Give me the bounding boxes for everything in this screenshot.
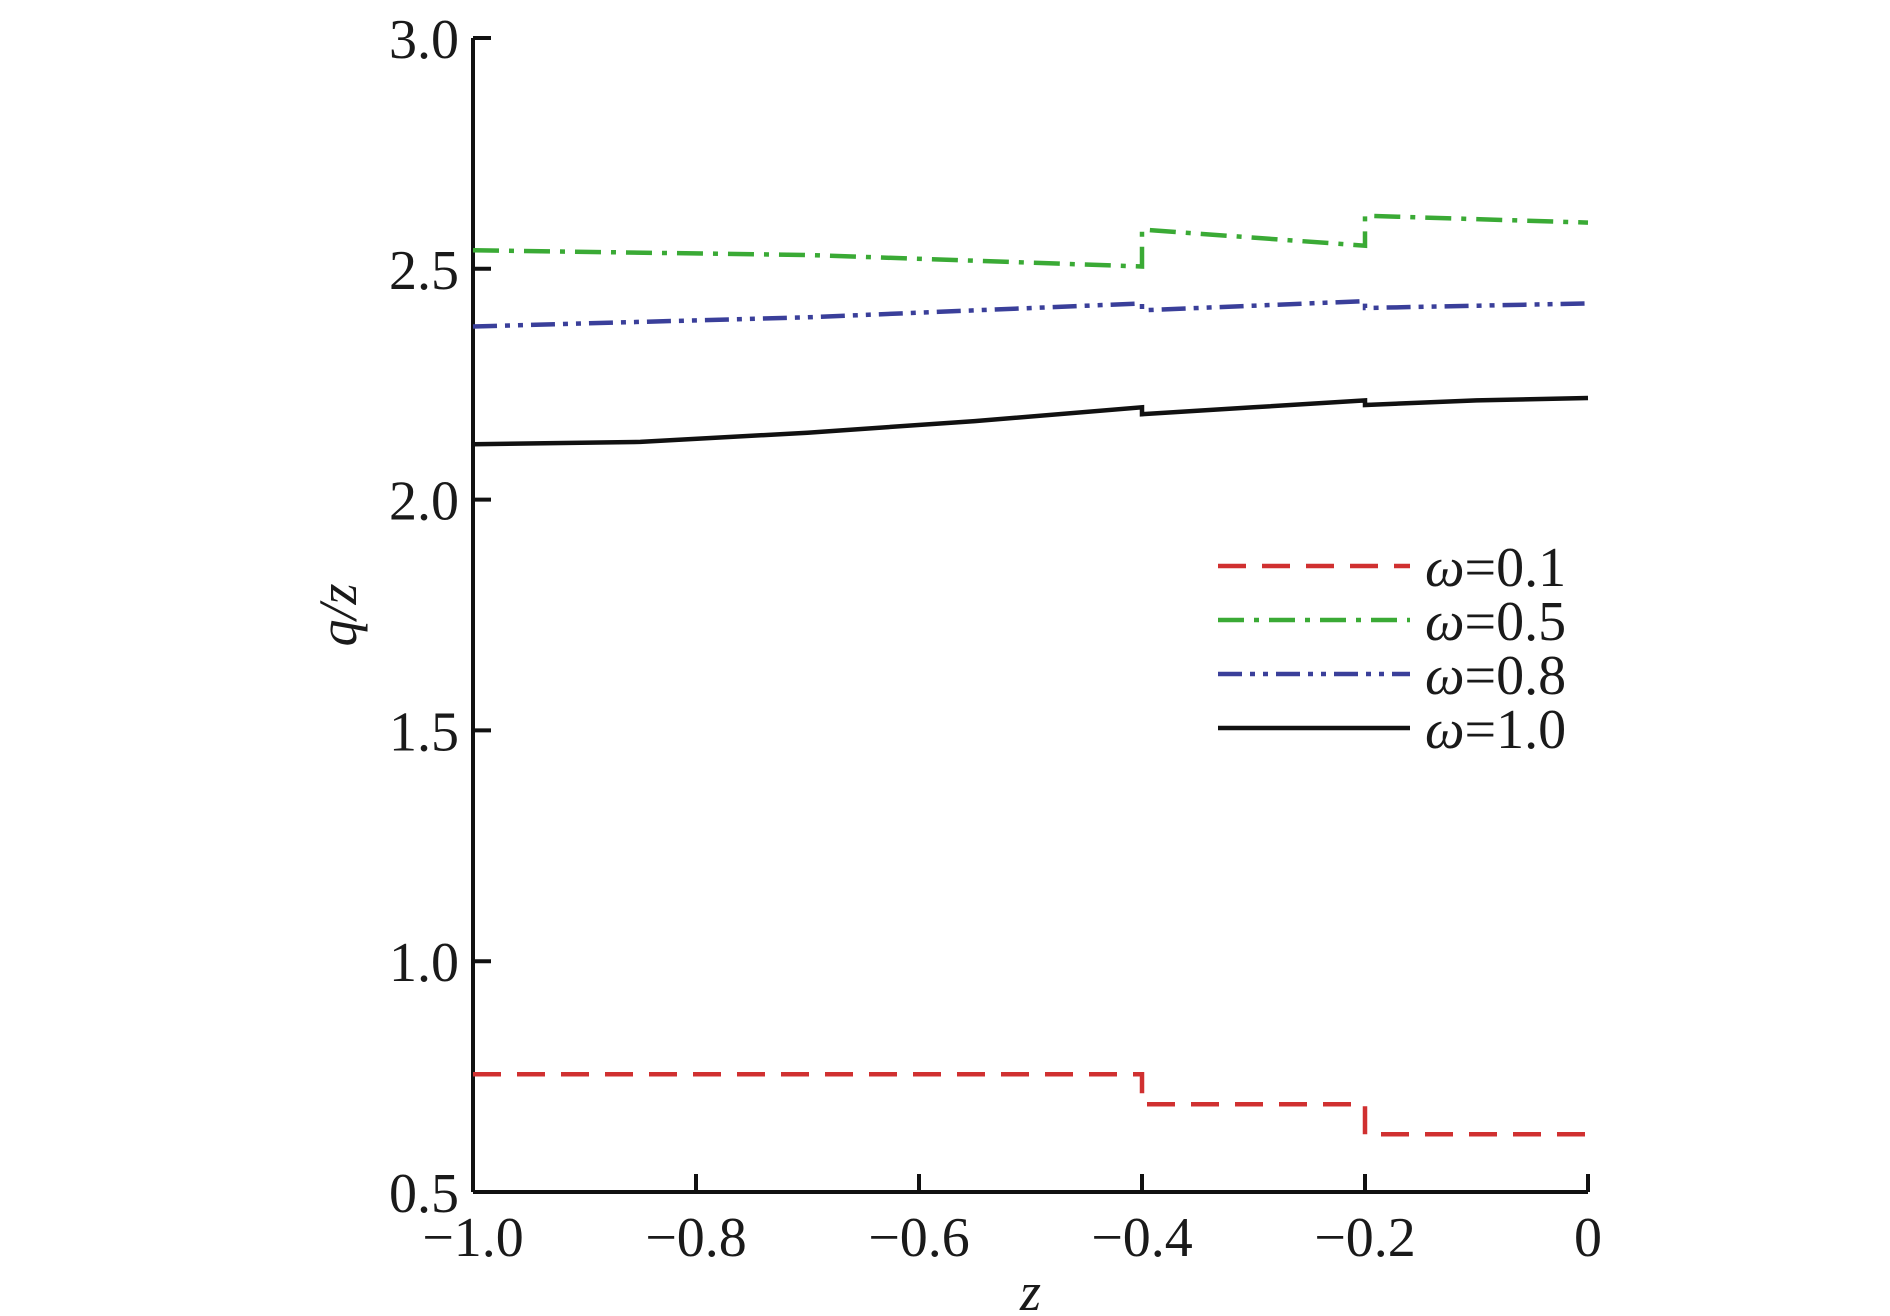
- series-line-1: [473, 1072, 1588, 1137]
- legend-value: =0.1: [1465, 537, 1567, 599]
- x-tick-label: −0.2: [1314, 1207, 1416, 1269]
- legend-symbol: ω: [1425, 699, 1465, 761]
- legend-symbol: ω: [1425, 591, 1465, 653]
- x-axis-title: z: [1019, 1262, 1041, 1316]
- x-tick-label: −1.0: [422, 1207, 524, 1269]
- series-line-4: [472, 395, 1589, 447]
- legend-symbol: ω: [1425, 537, 1465, 599]
- x-tick-label: −0.6: [868, 1207, 970, 1269]
- legend-label: ω=0.8: [1425, 645, 1566, 707]
- y-tick-label: 0.5: [389, 1163, 459, 1225]
- y-tick-label: 1.0: [389, 932, 459, 994]
- legend-symbol: ω: [1425, 645, 1465, 707]
- series-line-3: [472, 298, 1589, 329]
- legend-value: =0.8: [1465, 645, 1567, 707]
- x-tick-label: −0.4: [1091, 1207, 1193, 1269]
- legend-label: ω=1.0: [1425, 699, 1566, 761]
- y-tick-label: 3.0: [389, 9, 459, 71]
- y-tick-label: 2.5: [389, 240, 459, 302]
- series-layer: [472, 213, 1589, 1137]
- y-tick-label: 1.5: [389, 701, 459, 763]
- x-tick-label: −0.8: [645, 1207, 747, 1269]
- series-line-2: [472, 213, 1589, 269]
- legend-value: =1.0: [1465, 699, 1567, 761]
- y-axis-title: q/z: [308, 583, 368, 646]
- y-tick-label: 2.0: [389, 471, 459, 533]
- legend-label: ω=0.5: [1425, 591, 1566, 653]
- legend-value: =0.5: [1465, 591, 1567, 653]
- legend-label: ω=0.1: [1425, 537, 1566, 599]
- legend: ω=0.1ω=0.5ω=0.8ω=1.0: [1218, 537, 1566, 761]
- x-tick-label: 0: [1574, 1207, 1602, 1269]
- axes: 0.5 1.0 1.5 2.0 2.5 3.0 −1.0 −0.8 −0.6 −0.4 −0.2 0: [389, 9, 1602, 1269]
